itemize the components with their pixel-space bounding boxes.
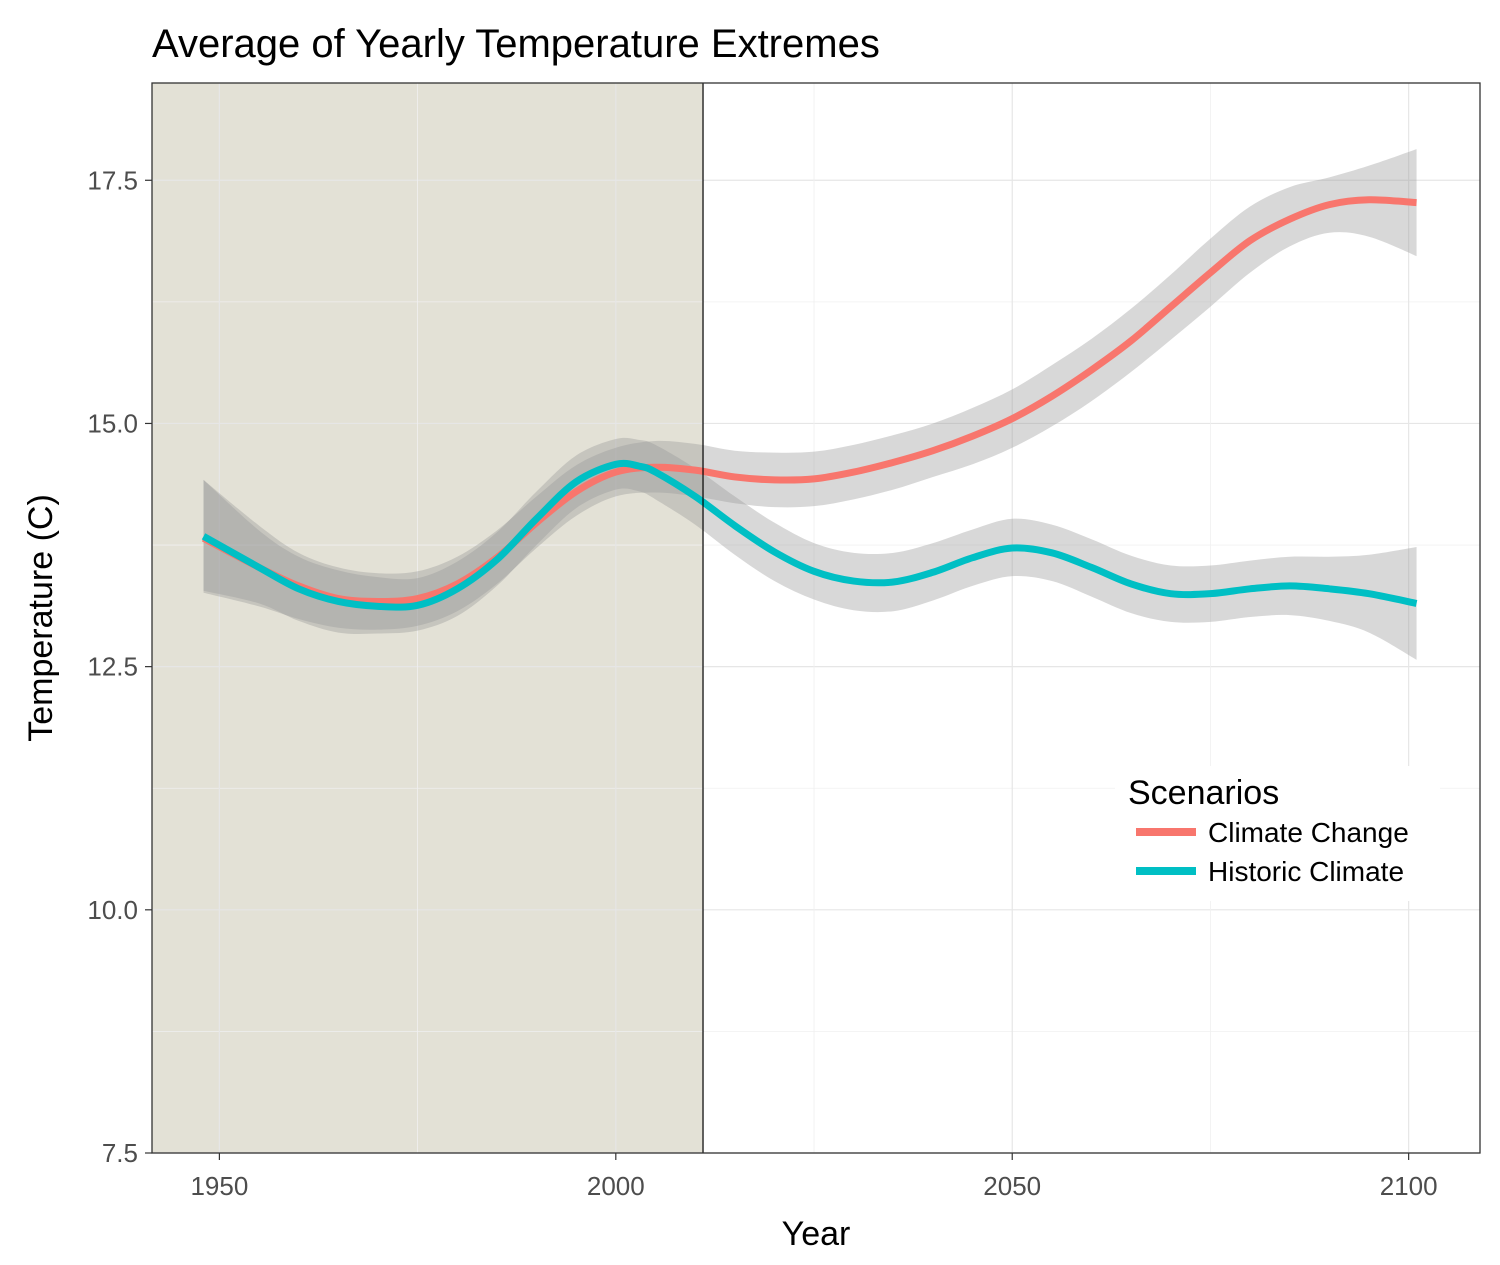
climate-change-confidence-band [203, 149, 1417, 630]
x-axis: 1950 2000 2050 2100 [190, 1153, 1438, 1201]
climate-change-line [201, 196, 1417, 605]
y-tick-label: 10.0 [87, 895, 138, 925]
y-tick-label: 12.5 [87, 652, 138, 682]
grid-lines [152, 83, 1480, 1154]
legend-title: Scenarios [1128, 774, 1279, 812]
legend: Scenarios Climate Change Historic Climate [1115, 766, 1440, 901]
y-axis-title: Temperature (C) [22, 494, 60, 742]
x-tick-label: 1950 [190, 1171, 248, 1201]
historic-period-shading [152, 83, 704, 1153]
x-tick-label: 2050 [983, 1171, 1041, 1201]
legend-label-climate-change: Climate Change [1208, 817, 1409, 848]
y-tick-label: 7.5 [102, 1138, 138, 1168]
y-tick-label: 17.5 [87, 165, 138, 195]
chart-title: Average of Yearly Temperature Extremes [152, 22, 880, 66]
historic-climate-confidence-band [203, 437, 1417, 660]
series-lines [201, 196, 1418, 611]
y-axis: 7.5 10.0 12.5 15.0 17.5 [87, 165, 152, 1168]
historic-climate-line [201, 459, 1418, 611]
legend-items: Climate Change Historic Climate [1136, 817, 1409, 887]
plot-border [151, 82, 1481, 1154]
x-tick-label: 2100 [1380, 1171, 1438, 1201]
x-axis-title: Year [782, 1215, 851, 1253]
confidence-bands [203, 149, 1417, 660]
legend-label-historic-climate: Historic Climate [1208, 856, 1404, 887]
x-tick-label: 2000 [587, 1171, 645, 1201]
y-tick-label: 15.0 [87, 408, 138, 438]
